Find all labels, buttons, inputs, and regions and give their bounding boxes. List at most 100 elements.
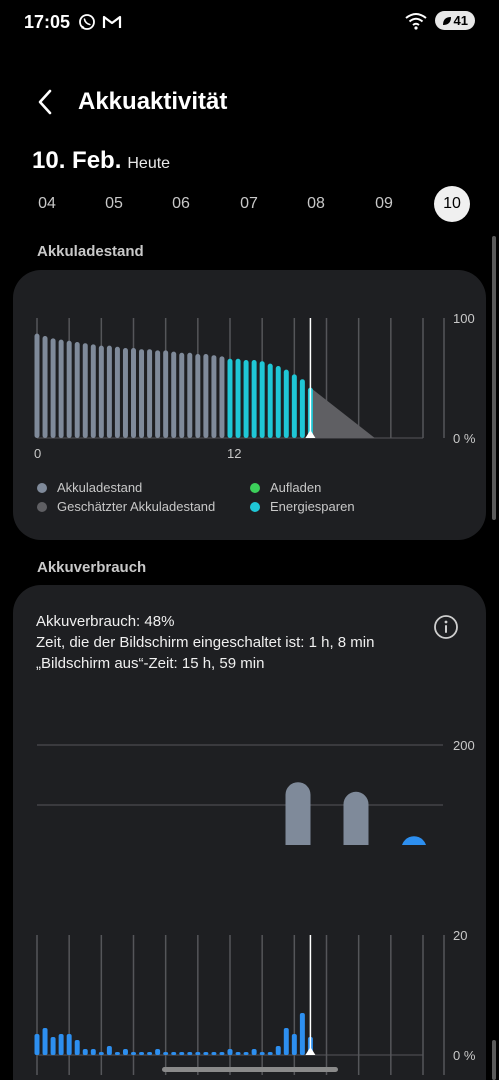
hourly-usage-bar: [122, 1049, 128, 1055]
battery-bar: [90, 344, 96, 438]
legend-charging: Aufladen: [250, 480, 321, 495]
hourly-usage-chart[interactable]: 20 0 %: [13, 925, 486, 1075]
battery-bar: [259, 361, 265, 438]
legend-battery-level: Akkuladestand: [37, 480, 142, 495]
battery-bar: [114, 346, 120, 438]
y-tick-label: 0 %: [453, 431, 476, 446]
back-button[interactable]: [30, 86, 60, 118]
hourly-usage-bar: [251, 1049, 257, 1055]
hourly-usage-bar: [50, 1037, 56, 1055]
legend-dot: [37, 501, 47, 512]
whatsapp-icon: [79, 14, 95, 30]
battery-bar: [187, 352, 193, 438]
hourly-usage-bar: [291, 1034, 297, 1055]
day-09[interactable]: 09: [375, 195, 393, 212]
battery-bar: [179, 352, 185, 438]
battery-bar: [283, 369, 289, 438]
status-time: 17:05: [24, 12, 71, 32]
day-selector: 04 05 06 07 08 09 10: [12, 186, 487, 224]
usage-bar: [343, 791, 369, 845]
legend-estimated-level: Geschätzter Akkuladestand: [37, 499, 215, 514]
hourly-usage-bar: [58, 1034, 64, 1055]
battery-bar: [66, 340, 72, 438]
hourly-usage-bar: [114, 1052, 120, 1055]
battery-bar: [155, 350, 161, 438]
battery-bar: [131, 348, 136, 438]
battery-bar: [195, 354, 201, 438]
estimated-level-area: [310, 387, 375, 438]
day-05[interactable]: 05: [105, 195, 123, 212]
battery-bar: [267, 363, 273, 438]
y-tick-label: 0 %: [453, 1048, 476, 1063]
battery-level-text: 41: [453, 13, 468, 28]
legend-label: Geschätzter Akkuladestand: [57, 499, 216, 514]
page-title: Akkuaktivität: [78, 88, 228, 115]
battery-bar: [34, 333, 40, 438]
hourly-usage-bar: [259, 1052, 265, 1055]
hourly-usage-bar: [106, 1046, 112, 1055]
hourly-usage-bar: [74, 1040, 80, 1055]
x-tick-label: 12: [227, 446, 241, 461]
battery-bar: [42, 336, 48, 438]
hourly-usage-bar: [227, 1049, 233, 1055]
day-10[interactable]: 10: [434, 186, 470, 222]
hourly-usage-bar: [34, 1034, 40, 1055]
hourly-usage-bar: [171, 1052, 177, 1055]
hourly-usage-bar: [187, 1052, 193, 1055]
battery-bar: [163, 350, 169, 438]
y-tick-label: 100: [453, 311, 475, 326]
status-right: 41: [404, 11, 475, 30]
usage-summary: Akkuverbrauch: 48% Zeit, die der Bildsch…: [36, 611, 374, 674]
hourly-usage-bar: [155, 1049, 161, 1055]
day-07[interactable]: 07: [240, 195, 258, 212]
hourly-usage-bar: [66, 1034, 72, 1055]
hourly-usage-bar: [163, 1052, 169, 1055]
legend-label: Aufladen: [270, 480, 322, 495]
usage-percent-text: Akkuverbrauch: 48%: [36, 613, 175, 630]
battery-bar: [299, 379, 305, 438]
home-indicator[interactable]: [162, 1067, 338, 1072]
day-08[interactable]: 08: [307, 195, 325, 212]
hourly-usage-bar: [211, 1052, 217, 1055]
hourly-usage-bar: [299, 1013, 305, 1055]
gmail-icon: [102, 15, 122, 28]
hourly-usage-bar: [42, 1028, 48, 1055]
legend-label: Energiesparen: [270, 499, 355, 514]
battery-bar: [50, 338, 56, 438]
day-06[interactable]: 06: [172, 195, 190, 212]
hourly-usage-bar: [235, 1052, 241, 1055]
hourly-usage-bar: [203, 1052, 209, 1055]
header: Akkuaktivität: [0, 78, 499, 126]
legend-dot: [37, 482, 47, 493]
screen-off-time-text: „Bildschirm aus“-Zeit: 15 h, 59 min: [36, 655, 265, 672]
battery-bar: [147, 349, 153, 438]
battery-bar: [227, 358, 233, 438]
scrollbar[interactable]: [492, 236, 496, 520]
battery-bar: [139, 349, 145, 438]
battery-bar: [291, 374, 297, 438]
battery-bar: [58, 339, 64, 438]
battery-legend: Akkuladestand Geschätzter Akkuladestand …: [35, 478, 455, 522]
scrollbar-lower[interactable]: [492, 1040, 496, 1080]
battery-usage-section-title: Akkuverbrauch: [37, 559, 147, 576]
daily-usage-chart[interactable]: 2000 %45678910: [13, 725, 486, 845]
battery-level-section-title: Akkuladestand: [37, 243, 144, 260]
info-button[interactable]: [433, 614, 459, 640]
hourly-usage-bar: [82, 1049, 88, 1055]
battery-icon: 41: [434, 11, 475, 30]
battery-level-chart[interactable]: 100 0 % 0 12: [13, 270, 486, 470]
battery-bar: [122, 348, 128, 438]
status-bar: 17:05 41: [0, 0, 499, 46]
day-04[interactable]: 04: [38, 195, 56, 212]
battery-bar: [171, 351, 177, 438]
date-heading: 10. Feb. Heute: [32, 147, 170, 175]
hourly-usage-bar: [147, 1052, 153, 1055]
battery-bar: [275, 366, 281, 438]
hourly-usage-bar: [131, 1052, 136, 1055]
hourly-usage-bar: [195, 1052, 201, 1055]
battery-bar: [211, 355, 217, 438]
battery-bar: [243, 360, 249, 438]
battery-bar: [82, 343, 88, 438]
legend-power-saving: Energiesparen: [250, 499, 355, 514]
chevron-left-icon: [38, 89, 52, 115]
